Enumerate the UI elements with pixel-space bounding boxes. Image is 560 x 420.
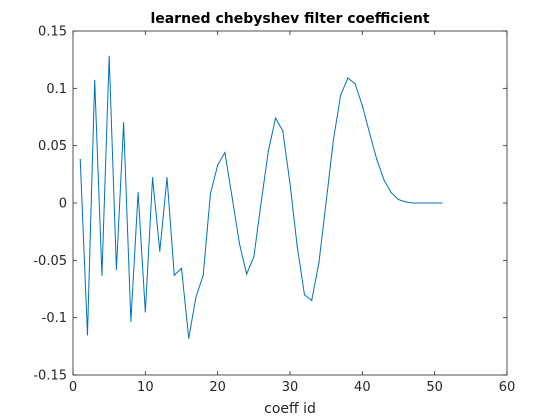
data-point <box>115 268 117 271</box>
data-point <box>332 139 334 141</box>
data-point <box>267 150 269 152</box>
data-point <box>397 198 400 201</box>
data-point <box>108 55 110 57</box>
data-point <box>209 193 212 195</box>
data-point <box>376 158 378 161</box>
x-axis-label: coeff id <box>264 401 316 417</box>
data-point <box>441 202 443 204</box>
data-point <box>274 117 277 119</box>
data-point <box>202 274 204 276</box>
data-point <box>123 122 125 124</box>
x-tick-label: 30 <box>282 380 299 395</box>
data-point <box>405 201 407 203</box>
data-point <box>368 132 371 134</box>
data-point <box>325 201 327 203</box>
y-tick-label: -0.15 <box>33 369 67 384</box>
y-tick-label: 0.05 <box>38 139 67 154</box>
x-tick-label: 40 <box>354 380 371 395</box>
data-point <box>217 164 219 166</box>
data-point <box>311 299 313 302</box>
data-point <box>144 311 146 313</box>
x-tick-label: 60 <box>499 380 516 395</box>
data-point <box>361 104 363 107</box>
data-point <box>195 296 197 298</box>
y-tick-label: 0 <box>59 197 67 212</box>
y-tick-label: -0.1 <box>42 311 67 326</box>
data-point <box>137 192 139 194</box>
data-point <box>151 177 154 179</box>
data-point <box>159 250 161 252</box>
data-point <box>383 179 385 181</box>
data-point <box>340 94 342 96</box>
data-point <box>260 202 262 204</box>
data-point <box>130 320 132 322</box>
data-point <box>390 192 392 194</box>
data-points <box>79 55 443 339</box>
chart-title: learned chebyshev filter coefficient <box>150 11 429 27</box>
data-point <box>101 274 103 276</box>
x-tick-label: 0 <box>69 380 77 395</box>
x-tick-label: 10 <box>137 380 154 395</box>
data-point <box>419 202 421 204</box>
data-point <box>303 294 306 296</box>
data-point <box>188 337 190 339</box>
data-point <box>354 83 356 85</box>
data-point <box>86 334 89 336</box>
axis-ticks <box>72 30 508 376</box>
y-tick-label: 0.1 <box>46 82 67 97</box>
data-point <box>412 202 414 204</box>
data-point <box>347 77 349 79</box>
data-point <box>282 130 284 132</box>
data-point <box>296 245 298 248</box>
data-point <box>79 158 81 161</box>
data-point <box>173 274 175 276</box>
data-point <box>253 256 255 258</box>
y-tick-label: 0.15 <box>38 25 67 40</box>
data-point <box>166 177 168 179</box>
data-point <box>238 242 240 244</box>
data-point <box>224 151 226 154</box>
y-tick-label: -0.05 <box>33 254 67 269</box>
data-point <box>246 273 248 275</box>
data-point <box>434 202 436 204</box>
data-point <box>426 202 429 204</box>
x-tick-label: 20 <box>209 380 226 395</box>
x-tick-label: 50 <box>426 380 443 395</box>
data-point <box>180 267 183 269</box>
data-point <box>289 182 291 185</box>
axis-tick-labels: 0 10 20 30 40 50 60 -0.15 -0.1 -0.05 0 0.05 0.1 0.15 <box>33 25 515 396</box>
data-point <box>94 79 96 81</box>
data-point <box>231 196 233 198</box>
data-point <box>318 262 320 264</box>
